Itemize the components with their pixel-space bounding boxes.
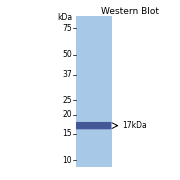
Text: 50: 50 xyxy=(62,50,72,59)
Text: 37: 37 xyxy=(62,70,72,79)
Text: kDa: kDa xyxy=(57,13,72,22)
Text: Western Blot: Western Blot xyxy=(101,7,159,16)
Text: 20: 20 xyxy=(62,111,72,120)
Text: 17kDa: 17kDa xyxy=(122,121,147,130)
Text: 75: 75 xyxy=(62,24,72,33)
Text: 25: 25 xyxy=(62,96,72,105)
Text: 15: 15 xyxy=(62,129,72,138)
Bar xyxy=(76,16,112,167)
Text: 10: 10 xyxy=(62,156,72,165)
FancyBboxPatch shape xyxy=(76,122,111,129)
